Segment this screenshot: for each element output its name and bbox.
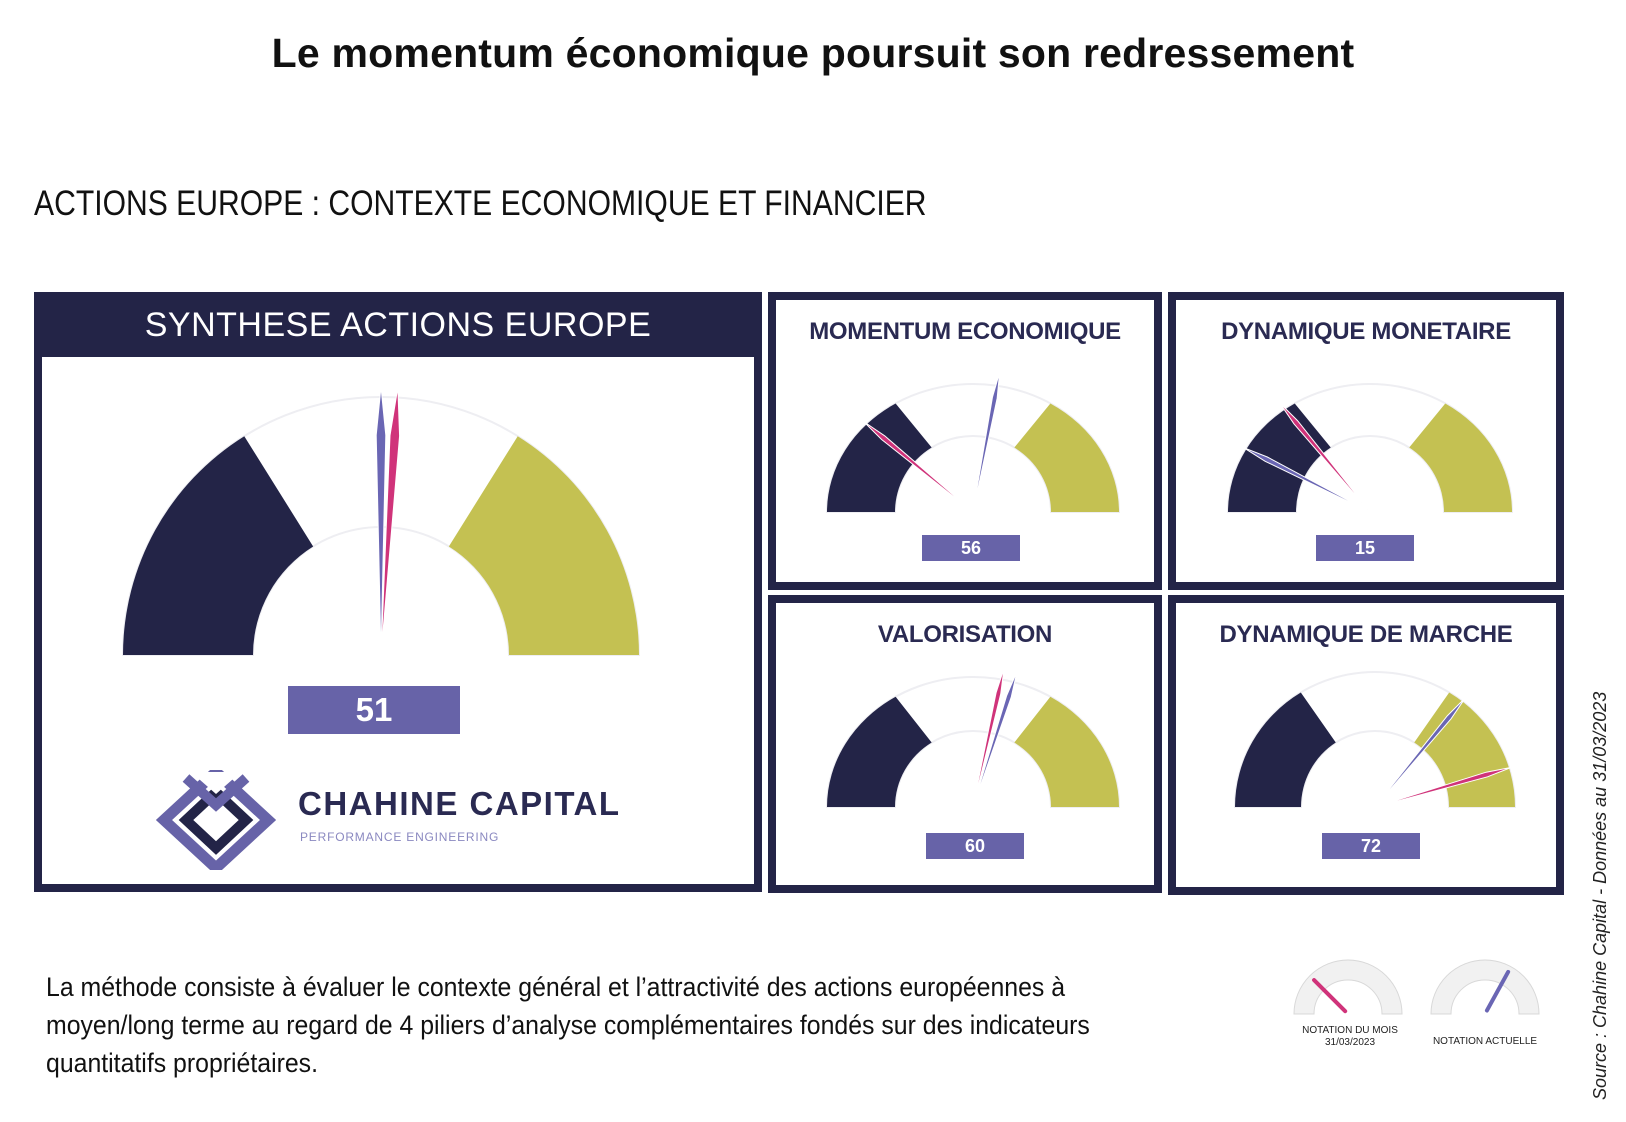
brand-tagline: PERFORMANCE ENGINEERING	[300, 830, 500, 844]
gauge-value-box: 72	[1322, 833, 1420, 859]
gauge-title: VALORISATION	[877, 621, 1053, 648]
source-note: Source : Chahine Capital - Données au 31…	[1590, 691, 1610, 1100]
legend-month-needle	[1312, 978, 1348, 1014]
gauge-value-box: 51	[288, 686, 460, 734]
legend-month-label-line2: 31/03/2023	[1324, 1037, 1376, 1048]
legend-current-arc	[1430, 959, 1540, 1015]
gauge-title: DYNAMIQUE DE MARCHE	[1219, 621, 1513, 648]
legend-month-arc	[1293, 959, 1403, 1015]
legend-current-label: NOTATION ACTUELLE	[1432, 1036, 1538, 1047]
brand-name: CHAHINE CAPITAL	[298, 785, 621, 822]
section-title: ACTIONS EUROPE : CONTEXTE ECONOMIQUE ET …	[34, 184, 927, 223]
interlocked-diamonds-logo-icon	[156, 770, 276, 870]
gauge-title: MOMENTUM ECONOMIQUE	[809, 318, 1121, 345]
gauge-value-box: 60	[926, 833, 1024, 859]
legend-month-label: NOTATION DU MOIS 31/03/2023	[1285, 1025, 1415, 1049]
legend-current-needle	[1484, 969, 1511, 1013]
gauge-title: DYNAMIQUE MONETAIRE	[1221, 318, 1511, 345]
method-description: La méthode consiste à évaluer le context…	[46, 972, 1090, 1078]
headline: Le momentum économique poursuit son redr…	[271, 30, 1355, 76]
synthesis-title-band: SYNTHESE ACTIONS EUROPE	[34, 292, 762, 357]
gauge-value-box: 15	[1316, 535, 1414, 561]
gauge-value-box: 56	[922, 535, 1020, 561]
legend-month-label-line1: NOTATION DU MOIS	[1302, 1025, 1398, 1036]
gauge-title: SYNTHESE ACTIONS EUROPE	[144, 306, 652, 344]
